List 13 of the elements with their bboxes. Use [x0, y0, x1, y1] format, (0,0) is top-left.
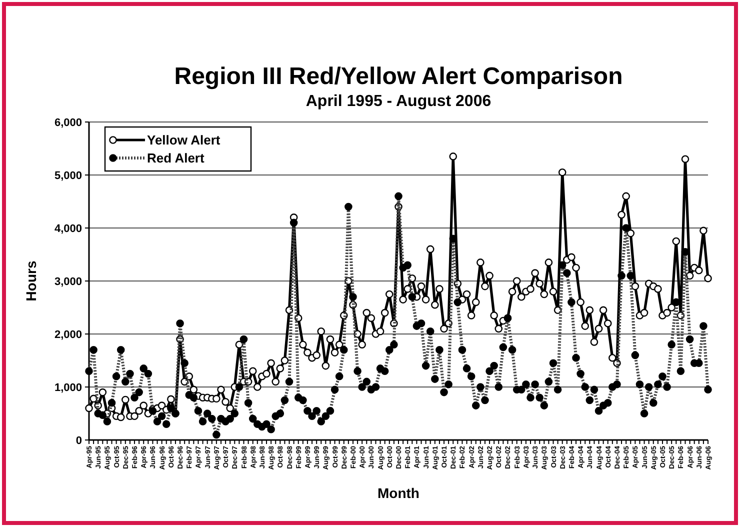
chart-subtitle: April 1995 - August 2006	[306, 93, 492, 110]
y-tick-label: 0	[76, 434, 82, 447]
legend-label: Red Alert	[147, 150, 205, 166]
y-tick-label: 3,000	[54, 276, 82, 288]
y-tick-label: 2,000	[54, 328, 82, 341]
chart-title: Region III Red/Yellow Alert Comparison	[174, 63, 623, 90]
y-axis-title: Hours	[23, 260, 39, 302]
y-tick-label: 5,000	[54, 170, 82, 182]
y-tick-label: 4,000	[54, 222, 82, 235]
y-tick-label: 6,000	[54, 116, 82, 129]
x-axis-title: Month	[378, 485, 420, 501]
y-tick-label: 1,000	[54, 382, 82, 394]
legend-label: Yellow Alert	[147, 132, 221, 148]
